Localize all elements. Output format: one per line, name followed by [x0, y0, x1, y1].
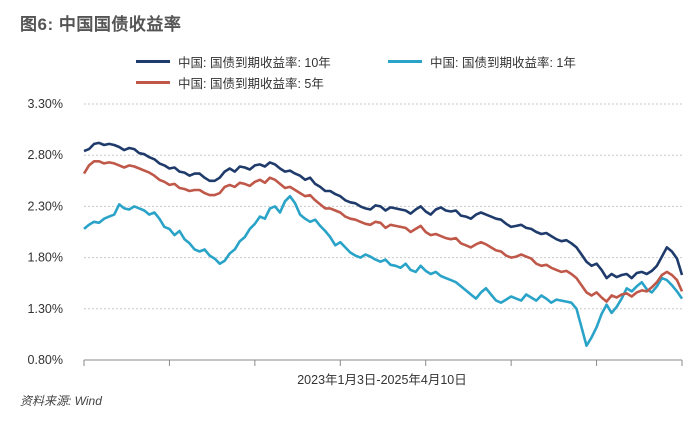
legend-swatch-5y [136, 81, 170, 84]
grid-lines [84, 103, 682, 310]
series-line-1y [83, 194, 684, 347]
legend-label-5y: 中国: 国债到期收益率: 5年 [178, 77, 324, 91]
legend-label-1y: 中国: 国债到期收益率: 1年 [430, 56, 576, 70]
x-axis-label: 2023年1月3日-2025年4月10日 [297, 373, 467, 387]
y-axis-ticks: 3.30% 2.80% 2.30% 1.80% 1.30% 0.80% [28, 97, 63, 367]
y-tick-label: 0.80% [28, 353, 63, 367]
y-tick-label: 2.30% [28, 199, 63, 213]
y-tick-label: 1.30% [28, 302, 63, 316]
series-line-5y [82, 160, 684, 303]
source-note: 资料来源: Wind [20, 394, 102, 408]
legend-swatch-10y [136, 60, 170, 63]
legend-swatch-1y [388, 60, 422, 63]
series-line-10y [83, 141, 684, 280]
x-axis [83, 359, 683, 366]
y-tick-label: 3.30% [28, 97, 63, 111]
y-tick-label: 1.80% [28, 251, 63, 265]
legend-item-5y: 中国: 国债到期收益率: 5年 [136, 73, 324, 92]
y-tick-label: 2.80% [28, 148, 63, 162]
legend-label-10y: 中国: 国债到期收益率: 10年 [178, 56, 331, 70]
legend-item-1y: 中国: 国债到期收益率: 1年 [388, 52, 576, 71]
series-lines [82, 141, 684, 347]
legend-item-10y: 中国: 国债到期收益率: 10年 [136, 52, 331, 71]
chart-title: 图6: 中国国债收益率 [20, 15, 182, 34]
